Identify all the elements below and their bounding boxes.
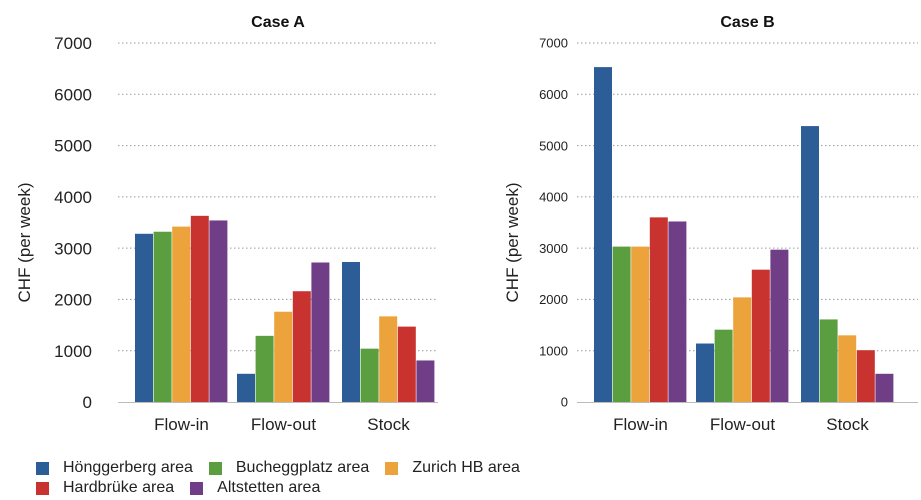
legend-row: Hardbrüke area Altstetten area [36, 478, 636, 498]
bar [696, 343, 714, 402]
y-tick-label: 5000 [539, 138, 568, 153]
chart-title: Case A [251, 14, 305, 31]
bar [292, 291, 311, 402]
bar [255, 335, 274, 402]
x-tick-label: Stock [367, 415, 410, 434]
bar [311, 262, 330, 402]
bar [770, 249, 789, 402]
legend-swatch [208, 461, 222, 475]
y-tick-label: 3000 [54, 239, 92, 258]
bar [360, 348, 379, 402]
y-tick-label: 7000 [54, 34, 92, 53]
bar [668, 221, 687, 402]
bar [190, 215, 209, 402]
bar [379, 316, 398, 402]
bar [172, 226, 191, 402]
legend-item-honggerberg: Hönggerberg area [36, 459, 193, 477]
bar [631, 246, 650, 402]
legend-swatch [36, 461, 49, 475]
bar [274, 311, 293, 402]
bar [153, 231, 172, 402]
x-tick-label: Flow-out [251, 415, 316, 434]
y-tick-label: 4000 [539, 190, 568, 205]
legend-item-zurich-hb: Zurich HB area [385, 459, 520, 477]
legend-item-bucheggplatz: Bucheggplatz area [208, 459, 370, 477]
bar [397, 326, 416, 402]
bar [135, 233, 153, 402]
chart-case-a: Case A 0 1000 2000 3000 4000 5000 6000 7000 CHF (… [15, 14, 438, 434]
bar [342, 261, 360, 402]
legend-label: Hardbrüke area [63, 479, 175, 496]
bar [649, 217, 668, 402]
legend-label: Altstetten area [217, 479, 321, 496]
bar [416, 360, 435, 402]
legend-swatch [190, 481, 204, 495]
y-tick-label: 2000 [54, 291, 92, 310]
bar [875, 373, 894, 402]
bar [714, 329, 733, 402]
bar [733, 297, 752, 402]
bar [838, 335, 857, 402]
y-tick-label: 0 [561, 395, 568, 410]
bar [801, 126, 819, 402]
y-tick-label: 6000 [539, 87, 568, 102]
y-tick-label: 2000 [539, 292, 568, 307]
legend-row: Hönggerberg area Bucheggplatz area Zuric… [36, 458, 636, 478]
bar [612, 246, 631, 402]
bar [237, 373, 255, 402]
legend: Hönggerberg area Bucheggplatz area Zuric… [36, 458, 636, 498]
y-tick-label: 1000 [539, 343, 568, 358]
charts-canvas: Case A 0 1000 2000 3000 4000 5000 6000 7000 CHF (… [15, 14, 918, 434]
y-tick-label: 5000 [54, 137, 92, 156]
chart-case-b: Case B 0 1000 2000 3000 4000 5000 6000 7000 CHF (… [503, 14, 918, 434]
bar [594, 67, 612, 403]
bar [819, 319, 838, 402]
legend-swatch [385, 461, 399, 475]
bar [856, 350, 875, 402]
legend-item-hardbruke: Hardbrüke area [36, 479, 174, 497]
y-tick-label: 1000 [54, 342, 92, 361]
y-axis-label: CHF (per week) [15, 183, 34, 303]
y-tick-label: 4000 [54, 188, 92, 207]
x-tick-label: Flow-in [613, 415, 668, 434]
legend-label: Zurich HB area [412, 459, 520, 476]
bar [751, 269, 770, 402]
legend-label: Bucheggplatz area [235, 459, 370, 476]
y-tick-label: 3000 [539, 241, 568, 256]
y-tick-label: 6000 [54, 85, 92, 104]
legend-item-altstetten: Altstetten area [190, 479, 320, 497]
y-tick-label: 7000 [539, 36, 568, 51]
x-tick-label: Flow-out [710, 415, 775, 434]
y-axis-label: CHF (per week) [503, 183, 522, 303]
legend-swatch [36, 481, 49, 495]
bar [209, 220, 228, 402]
x-tick-label: Flow-in [154, 415, 209, 434]
chart-title: Case B [720, 14, 774, 31]
y-tick-label: 0 [83, 393, 92, 412]
legend-label: Hönggerberg area [63, 459, 193, 476]
x-tick-label: Stock [826, 415, 869, 434]
